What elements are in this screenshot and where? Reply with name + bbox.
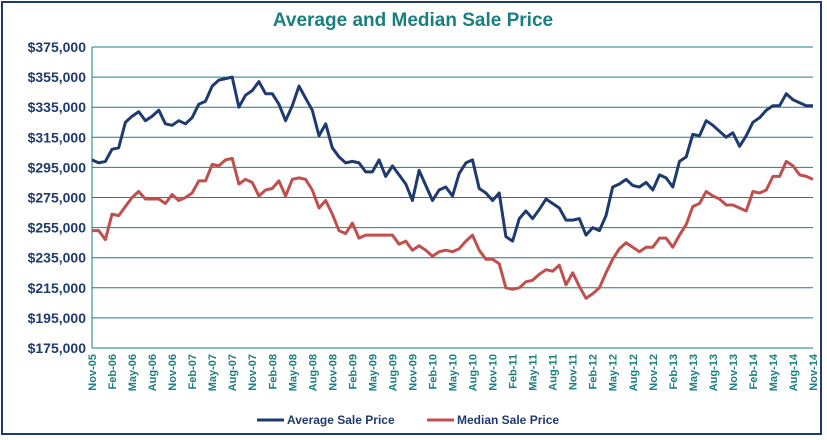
x-tick-label: Nov-05 <box>87 354 99 391</box>
x-tick-label: Feb-08 <box>267 354 279 389</box>
y-tick-label: $215,000 <box>28 280 87 296</box>
x-tick-label: May-13 <box>688 354 700 391</box>
x-tick-label: May-09 <box>367 354 379 391</box>
x-tick-label: Aug-11 <box>548 354 560 391</box>
y-tick-label: $275,000 <box>28 190 87 206</box>
x-tick-label: Aug-10 <box>468 354 480 391</box>
x-tick-label: Feb-12 <box>588 354 600 389</box>
x-tick-label: Aug-14 <box>788 353 800 391</box>
y-tick-label: $375,000 <box>28 39 87 55</box>
legend-label-average: Average Sale Price <box>287 413 395 427</box>
x-tick-label: Feb-13 <box>668 354 680 389</box>
x-tick-label: Nov-12 <box>648 354 660 391</box>
x-tick-label: Feb-10 <box>427 354 439 389</box>
chart-frame <box>1 1 822 435</box>
x-tick-label: Feb-11 <box>508 354 520 389</box>
series-line-median <box>92 156 814 300</box>
x-tick-label: Nov-11 <box>568 354 580 390</box>
y-tick-label: $295,000 <box>28 159 87 175</box>
chart-title: Average and Median Sale Price <box>273 10 553 31</box>
x-tick-label: May-06 <box>127 354 139 391</box>
y-tick-label: $195,000 <box>28 310 87 326</box>
x-tick-label: Aug-13 <box>708 354 720 391</box>
x-tick-label: May-12 <box>608 354 620 391</box>
y-tick-label: $315,000 <box>28 129 87 145</box>
legend-label-median: Median Sale Price <box>457 413 559 427</box>
y-tick-label: $235,000 <box>28 250 87 266</box>
y-tick-label: $335,000 <box>28 99 87 115</box>
x-tick-label: May-14 <box>768 353 780 391</box>
x-axis-ticks: Nov-05 Feb-06 May-06 Aug-06 Nov-06 Feb-07 May-… <box>87 353 820 391</box>
x-tick-label: Nov-13 <box>728 354 740 391</box>
series-lines <box>91 75 814 300</box>
x-tick-label: Aug-07 <box>227 354 239 391</box>
x-tick-label: Feb-07 <box>187 354 199 389</box>
x-tick-label: Aug-08 <box>307 354 319 391</box>
series-line-average <box>91 75 813 243</box>
x-tick-label: Nov-08 <box>327 354 339 391</box>
x-tick-label: May-11 <box>528 354 540 391</box>
x-tick-label: Aug-12 <box>628 354 640 391</box>
x-tick-label: Feb-09 <box>347 354 359 389</box>
y-tick-label: $255,000 <box>28 220 87 236</box>
x-tick-label: May-08 <box>287 354 299 391</box>
x-tick-label: Feb-14 <box>748 353 760 389</box>
x-tick-label: May-10 <box>448 354 460 391</box>
x-tick-label: May-07 <box>207 354 219 391</box>
x-tick-label: Nov-06 <box>167 354 179 391</box>
x-tick-label: Aug-06 <box>147 354 159 391</box>
x-tick-label: Nov-07 <box>247 354 259 391</box>
y-axis-ticks: $375,000 $355,000 $335,000 $315,000 $295,000… <box>28 39 87 356</box>
gridlines <box>91 46 813 349</box>
x-tick-label: Feb-06 <box>107 354 119 389</box>
y-tick-label: $355,000 <box>28 69 87 85</box>
y-tick-label: $175,000 <box>28 340 87 356</box>
x-tick-label: Aug-09 <box>387 354 399 391</box>
legend: Average Sale Price Median Sale Price <box>257 413 559 427</box>
x-tick-label: Nov-09 <box>407 354 419 391</box>
x-tick-label: Nov-10 <box>488 354 500 391</box>
x-tick-label: Nov-14 <box>808 353 820 391</box>
